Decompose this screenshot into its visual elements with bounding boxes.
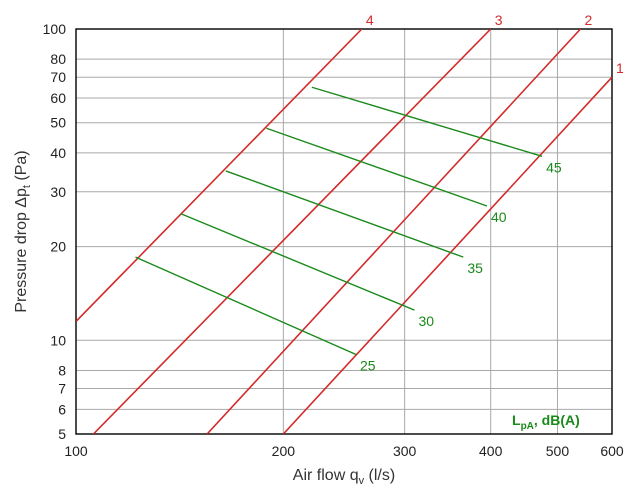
- y-tick-label: 30: [50, 184, 66, 200]
- duct-line-1: [282, 76, 612, 434]
- y-tick-label: 50: [50, 115, 66, 131]
- y-tick-label: 60: [50, 90, 66, 106]
- y-tick-label: 10: [50, 332, 66, 348]
- y-tick-label: 80: [50, 51, 66, 67]
- x-tick-label: 600: [600, 443, 624, 459]
- x-tick-label: 100: [64, 443, 88, 459]
- x-axis-ticks: 100 200 300 400 500 600: [64, 443, 624, 459]
- plot-frame: [75, 28, 613, 435]
- sound-level-legend: LpA, dB(A): [512, 412, 580, 432]
- sound-level-line-25: [135, 256, 357, 356]
- sound-level-line-35: [225, 170, 464, 258]
- duct-lines-clipped: [76, 29, 612, 434]
- y-tick-label: 8: [58, 362, 66, 378]
- sound-level-label-30: 30: [418, 313, 434, 329]
- sound-level-label-35: 35: [467, 260, 483, 276]
- x-tick-label: 500: [546, 443, 570, 459]
- y-tick-label: 70: [50, 69, 66, 85]
- sound-level-lines: 25 30 35 40 45: [135, 86, 562, 374]
- duct-line-3: [92, 29, 492, 434]
- sound-level-line-30: [180, 213, 415, 311]
- duct-line-label-3: 3: [495, 12, 503, 28]
- sound-level-label-45: 45: [546, 159, 562, 175]
- y-tick-label: 6: [58, 401, 66, 417]
- y-axis-ticks: 5 6 7 8 10 20 30 40 50 60 70 80 100: [43, 21, 67, 442]
- duct-line-label-2: 2: [584, 12, 592, 28]
- y-tick-label: 100: [43, 21, 67, 37]
- duct-line-4: [76, 29, 363, 322]
- sound-level-label-25: 25: [360, 358, 376, 374]
- y-tick-label: 40: [50, 145, 66, 161]
- sound-level-line-40: [266, 127, 488, 207]
- y-tick-label: 7: [58, 381, 66, 397]
- x-tick-label: 400: [479, 443, 503, 459]
- duct-line-label-4: 4: [366, 12, 374, 28]
- sound-level-label-40: 40: [491, 209, 507, 225]
- y-tick-label: 5: [58, 426, 66, 442]
- y-tick-label: 20: [50, 239, 66, 255]
- x-axis-title: Air flow qv (l/s): [293, 467, 395, 487]
- grid: [76, 29, 612, 434]
- y-axis-title: Pressure drop Δpt (Pa): [13, 150, 33, 312]
- duct-line-label-1: 1: [616, 60, 624, 76]
- x-tick-label: 200: [272, 443, 296, 459]
- sound-level-line-45: [311, 86, 543, 157]
- x-tick-label: 300: [393, 443, 417, 459]
